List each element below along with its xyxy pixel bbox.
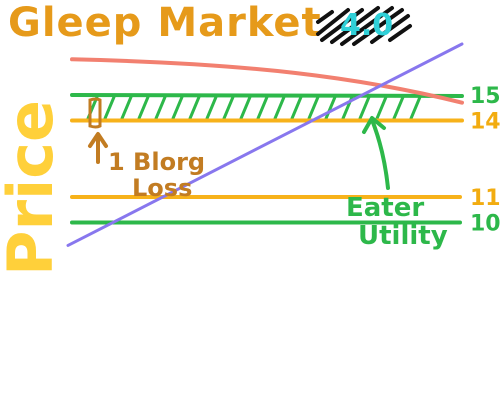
band-hatch bbox=[154, 95, 167, 120]
tick-label-11: 11 bbox=[470, 186, 500, 211]
title-version: 4.0 bbox=[340, 8, 393, 43]
utility-arrow bbox=[362, 116, 390, 190]
price-levels bbox=[70, 93, 464, 225]
utility-band bbox=[86, 95, 422, 120]
band-hatch bbox=[290, 95, 303, 120]
tick-label-14: 14 bbox=[470, 110, 500, 135]
band-hatch bbox=[188, 95, 201, 120]
band-hatch bbox=[120, 95, 133, 120]
series-line-purple bbox=[66, 42, 464, 247]
band-hatch bbox=[273, 95, 286, 120]
band-hatch bbox=[239, 95, 252, 120]
utility-annotation-line-1: Eater bbox=[346, 193, 424, 223]
utility-annotation-line-2: Utility bbox=[358, 221, 448, 251]
tick-label-10: 10 bbox=[470, 212, 500, 237]
band-hatch bbox=[256, 95, 269, 120]
loss-arrow bbox=[88, 132, 108, 164]
band-hatch bbox=[137, 95, 150, 120]
chart-title: Gleep Market bbox=[8, 0, 322, 46]
tick-label-15: 15 bbox=[470, 84, 500, 109]
loss-annotation-line-1: 1 Blorg bbox=[108, 148, 205, 176]
band-hatch bbox=[205, 95, 218, 120]
band-hatch bbox=[324, 95, 337, 120]
y-axis-label: Price bbox=[0, 100, 67, 276]
series-lines bbox=[66, 42, 464, 247]
band-hatch bbox=[103, 95, 116, 120]
band-hatch bbox=[392, 95, 405, 120]
band-hatch bbox=[409, 95, 422, 120]
title-scribble bbox=[316, 6, 412, 46]
eater-utility-annotation: Eater Utility bbox=[346, 116, 448, 251]
band-hatch bbox=[358, 95, 371, 120]
loss-bracket bbox=[88, 97, 102, 129]
series-line-salmon bbox=[70, 57, 464, 105]
band-hatch bbox=[307, 95, 320, 120]
blorg-loss-annotation: 1 Blorg Loss bbox=[88, 97, 205, 202]
loss-annotation-line-2: Loss bbox=[132, 174, 192, 202]
price-level-line bbox=[70, 93, 464, 98]
band-hatch bbox=[171, 95, 184, 120]
band-hatch bbox=[222, 95, 235, 120]
band-hatch bbox=[375, 95, 388, 120]
